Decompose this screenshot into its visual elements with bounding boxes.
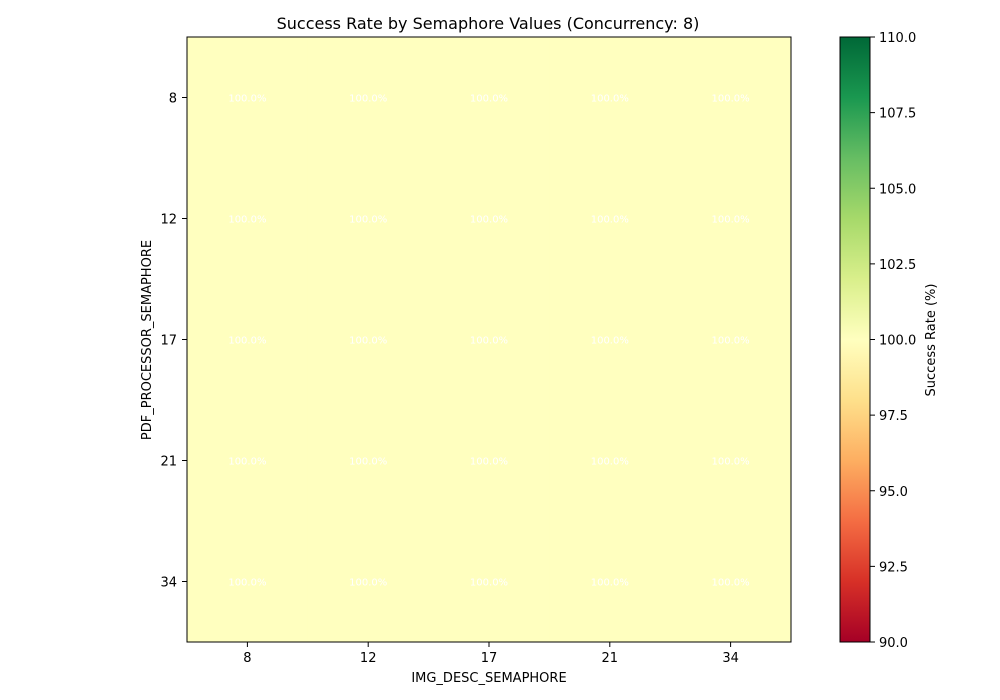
cell-value-label: 100.0% [470, 336, 508, 347]
cell-value-label: 100.0% [228, 215, 266, 226]
colorbar-tick-label: 95.0 [879, 485, 908, 500]
colorbar-ticks: 90.0 92.5 95.0 97.5 100.0 102.5 105.0 107.5 110.… [870, 31, 916, 651]
y-tick-label: 21 [160, 455, 177, 470]
chart-title: Success Rate by Semaphore Values (Concur… [277, 14, 700, 33]
cell-value-label: 100.0% [712, 457, 750, 468]
cell-value-label: 100.0% [470, 578, 508, 589]
cell-value-label: 100.0% [470, 457, 508, 468]
x-tick-label: 21 [602, 651, 619, 666]
x-axis-label: IMG_DESC_SEMAPHORE [411, 671, 566, 686]
cell-value-label: 100.0% [349, 578, 387, 589]
cell-value-label: 100.0% [591, 336, 629, 347]
colorbar-tick-label: 100.0 [879, 334, 916, 349]
cell-value-label: 100.0% [349, 457, 387, 468]
x-tick-label: 12 [360, 651, 377, 666]
y-tick-label: 8 [169, 92, 177, 107]
y-tick-label: 34 [160, 576, 177, 591]
colorbar-tick-label: 102.5 [879, 258, 916, 273]
x-tick-label: 34 [722, 651, 739, 666]
cell-value-label: 100.0% [712, 336, 750, 347]
cell-value-label: 100.0% [591, 215, 629, 226]
y-axis-ticks: 8 12 17 21 34 [160, 92, 187, 591]
cell-value-label: 100.0% [712, 578, 750, 589]
x-axis-ticks: 8 12 17 21 34 [243, 642, 739, 666]
cell-value-label: 100.0% [349, 94, 387, 105]
y-axis-label: PDF_PROCESSOR_SEMAPHORE [140, 240, 155, 440]
cell-value-label: 100.0% [228, 578, 266, 589]
colorbar-tick-label: 97.5 [879, 409, 908, 424]
colorbar-tick-label: 110.0 [879, 31, 916, 46]
colorbar-tick-label: 90.0 [879, 636, 908, 651]
cell-value-label: 100.0% [470, 215, 508, 226]
cell-value-label: 100.0% [591, 578, 629, 589]
colorbar-tick-label: 92.5 [879, 560, 908, 575]
cell-value-label: 100.0% [349, 336, 387, 347]
y-tick-label: 12 [160, 213, 177, 228]
cell-value-label: 100.0% [591, 457, 629, 468]
cell-value-label: 100.0% [349, 215, 387, 226]
colorbar-tick-label: 105.0 [879, 182, 916, 197]
x-tick-label: 8 [243, 651, 251, 666]
cell-value-label: 100.0% [228, 336, 266, 347]
cell-value-label: 100.0% [228, 457, 266, 468]
colorbar [840, 37, 870, 642]
cell-value-label: 100.0% [591, 94, 629, 105]
cell-value-label: 100.0% [228, 94, 266, 105]
colorbar-tick-label: 107.5 [879, 107, 916, 122]
y-tick-label: 17 [160, 334, 177, 349]
x-tick-label: 17 [481, 651, 498, 666]
cell-value-label: 100.0% [470, 94, 508, 105]
cell-value-label: 100.0% [712, 215, 750, 226]
cell-value-label: 100.0% [712, 94, 750, 105]
colorbar-label: Success Rate (%) [924, 284, 939, 397]
